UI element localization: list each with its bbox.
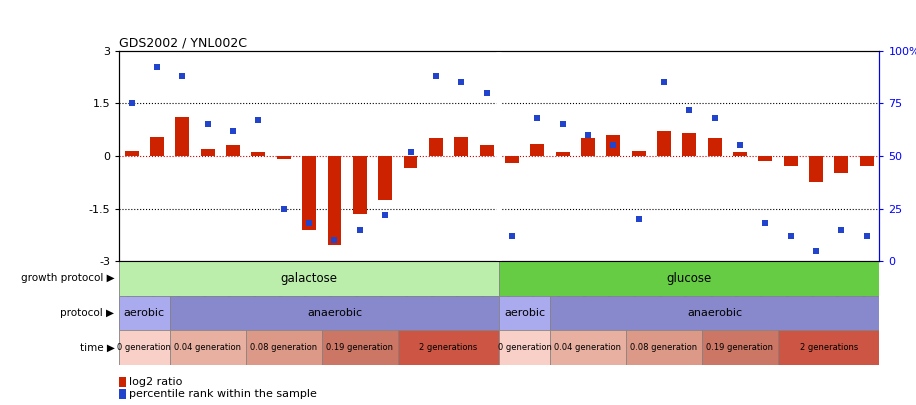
Point xyxy=(479,90,494,96)
Text: 2 generations: 2 generations xyxy=(800,343,857,352)
Text: galactose: galactose xyxy=(280,272,338,285)
Bar xyxy=(499,330,550,364)
Bar xyxy=(119,261,499,296)
Text: anaerobic: anaerobic xyxy=(307,308,362,318)
Point xyxy=(353,226,367,233)
Point xyxy=(809,247,823,254)
Text: log2 ratio: log2 ratio xyxy=(129,377,182,386)
Text: 0 generation: 0 generation xyxy=(497,343,551,352)
Point xyxy=(581,132,595,138)
Text: growth protocol ▶: growth protocol ▶ xyxy=(21,273,114,283)
Bar xyxy=(626,330,702,364)
Bar xyxy=(657,131,671,156)
Text: 0.04 generation: 0.04 generation xyxy=(554,343,621,352)
Point xyxy=(529,115,544,121)
Text: 0.08 generation: 0.08 generation xyxy=(250,343,317,352)
Bar xyxy=(169,296,499,330)
Point xyxy=(453,79,468,85)
Bar xyxy=(201,149,214,156)
Bar xyxy=(784,156,798,166)
Bar xyxy=(480,145,494,156)
Bar xyxy=(682,133,696,156)
Bar xyxy=(708,139,722,156)
Bar xyxy=(505,156,518,163)
Point xyxy=(555,121,570,128)
Bar xyxy=(353,156,366,214)
Bar xyxy=(429,139,442,156)
Bar xyxy=(302,156,316,230)
Text: 0.08 generation: 0.08 generation xyxy=(630,343,697,352)
Point xyxy=(175,72,190,79)
Bar xyxy=(176,117,190,156)
Bar xyxy=(125,151,138,156)
Bar xyxy=(119,296,169,330)
Point xyxy=(682,107,696,113)
Bar xyxy=(328,156,342,245)
Bar xyxy=(378,156,392,200)
Bar xyxy=(404,156,418,168)
Point xyxy=(631,216,646,222)
Text: glucose: glucose xyxy=(667,272,712,285)
Bar xyxy=(530,144,544,156)
Text: anaerobic: anaerobic xyxy=(687,308,742,318)
Bar xyxy=(454,136,468,156)
Bar xyxy=(499,296,550,330)
Bar xyxy=(226,145,240,156)
Text: 0.19 generation: 0.19 generation xyxy=(706,343,773,352)
Text: GDS2002 / YNL002C: GDS2002 / YNL002C xyxy=(119,36,247,49)
Point xyxy=(327,237,342,243)
Bar xyxy=(119,330,169,364)
Point xyxy=(403,149,418,155)
Bar xyxy=(834,156,848,173)
Point xyxy=(277,205,291,212)
Point xyxy=(657,79,671,85)
Bar xyxy=(150,136,164,156)
Point xyxy=(429,72,443,79)
Point xyxy=(834,226,848,233)
Bar xyxy=(550,296,879,330)
Point xyxy=(125,100,139,107)
Text: 0 generation: 0 generation xyxy=(117,343,171,352)
Point xyxy=(758,220,772,226)
Point xyxy=(707,115,722,121)
Point xyxy=(605,142,620,149)
Point xyxy=(201,121,215,128)
Point xyxy=(149,64,165,71)
Bar xyxy=(556,152,570,156)
Point xyxy=(225,128,240,134)
Bar xyxy=(758,156,772,161)
Text: percentile rank within the sample: percentile rank within the sample xyxy=(129,389,317,399)
Bar xyxy=(169,330,245,364)
Text: aerobic: aerobic xyxy=(124,308,165,318)
Bar xyxy=(499,261,879,296)
Bar xyxy=(860,156,874,166)
Bar xyxy=(322,330,398,364)
Point xyxy=(505,233,519,239)
Text: 0.19 generation: 0.19 generation xyxy=(326,343,393,352)
Point xyxy=(377,212,392,218)
Point xyxy=(733,142,747,149)
Text: 2 generations: 2 generations xyxy=(420,343,477,352)
Bar xyxy=(581,139,594,156)
Point xyxy=(251,117,266,124)
Bar xyxy=(550,330,626,364)
Text: protocol ▶: protocol ▶ xyxy=(60,308,114,318)
Bar xyxy=(632,151,646,156)
Bar xyxy=(733,152,747,156)
Bar xyxy=(778,330,879,364)
Text: time ▶: time ▶ xyxy=(80,342,114,352)
Bar xyxy=(252,152,266,156)
Bar xyxy=(809,156,823,182)
Point xyxy=(783,233,798,239)
Point xyxy=(301,220,317,226)
Bar xyxy=(245,330,322,364)
Bar xyxy=(398,330,499,364)
Bar xyxy=(277,156,290,160)
Text: aerobic: aerobic xyxy=(504,308,545,318)
Bar xyxy=(702,330,778,364)
Text: 0.04 generation: 0.04 generation xyxy=(174,343,241,352)
Bar xyxy=(606,135,620,156)
Point xyxy=(859,233,874,239)
